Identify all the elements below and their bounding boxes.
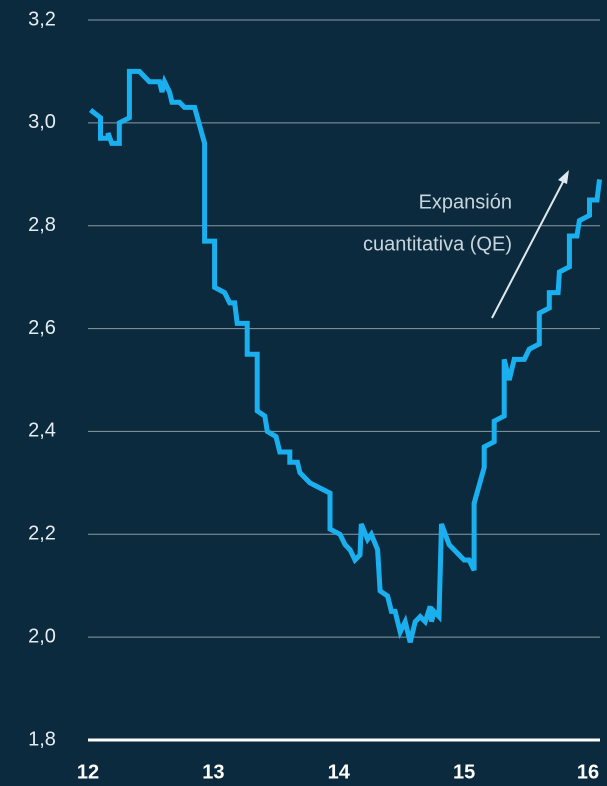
annotation: cuantitativa (QE) — [363, 233, 512, 255]
y-tick-label: 3,0 — [28, 111, 56, 133]
arrow — [491, 179, 565, 319]
y-tick-label: 2,0 — [28, 625, 56, 647]
y-tick-label: 3,2 — [28, 8, 56, 30]
y-tick-label: 2,4 — [28, 420, 56, 442]
x-tick-label: 14 — [328, 761, 351, 783]
annotation: Expansión — [419, 191, 512, 213]
y-tick-label: 2,2 — [28, 523, 56, 545]
x-tick-label: 12 — [77, 761, 99, 783]
x-tick-label: 13 — [202, 761, 224, 783]
x-tick-label: 16 — [577, 761, 599, 783]
line — [88, 68, 602, 643]
arrow-head — [558, 170, 569, 184]
y-tick-label: 2,6 — [28, 317, 56, 339]
x-tick-label: 15 — [453, 761, 475, 783]
y-tick-label: 2,8 — [28, 214, 56, 236]
y-tick-label: 1,8 — [28, 728, 56, 750]
